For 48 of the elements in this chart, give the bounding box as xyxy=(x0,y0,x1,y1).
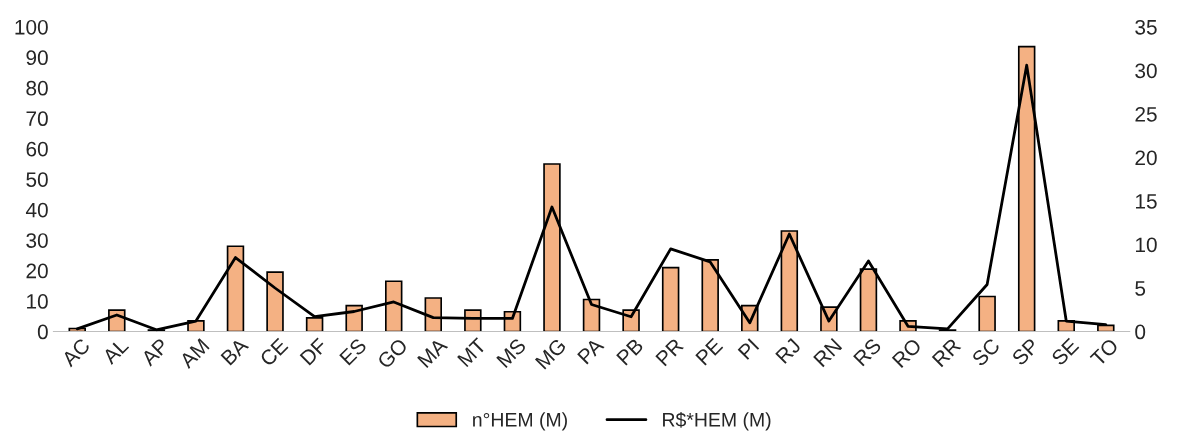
x-tick-label: RS xyxy=(852,337,882,367)
x-tick-label: PI xyxy=(737,338,760,360)
y-tick-label: 80 xyxy=(26,80,48,96)
y-tick-label: 90 xyxy=(26,50,48,66)
x-tick-label: SP xyxy=(1011,337,1040,367)
x-tick-label: PB xyxy=(616,337,644,366)
y-tick-label: 50 xyxy=(26,172,48,187)
y2-tick-label: 15 xyxy=(1136,194,1157,209)
x-tick-label: BA xyxy=(220,336,250,366)
x-tick-label: AP xyxy=(140,337,170,367)
x-tick-label: TO xyxy=(1089,337,1120,368)
x-tick-label: DF xyxy=(299,337,328,366)
y2-tick-label: 10 xyxy=(1136,237,1157,253)
y-tick-label: 40 xyxy=(25,202,48,218)
y2-tick-label: 35 xyxy=(1135,19,1157,35)
x-tick-label: MT xyxy=(457,337,487,368)
x-tick-label: PA xyxy=(577,336,605,365)
y2-tick-label: 25 xyxy=(1135,106,1157,122)
y-tick-label: 60 xyxy=(26,141,48,157)
x-tick-label: MG xyxy=(534,337,567,370)
y-tick-label: 10 xyxy=(27,294,48,309)
x-tick-label: AL xyxy=(101,337,130,366)
x-tick-label: PE xyxy=(695,337,724,366)
y2-tick-label: 30 xyxy=(1135,63,1157,79)
x-tick-label: RR xyxy=(931,337,962,368)
x-tick-label: SE xyxy=(1050,337,1080,367)
x-tick-label: AM xyxy=(178,338,210,370)
x-tick-label: PR xyxy=(655,337,685,367)
x-tick-label: MS xyxy=(496,337,527,369)
x-tick-label: RJ xyxy=(775,338,802,364)
y2-tick-label: 20 xyxy=(1135,150,1157,166)
x-tick-label: AC xyxy=(60,337,91,368)
legend-label: n°HEM (M) xyxy=(473,412,567,431)
y-tick-label: 100 xyxy=(15,19,48,35)
x-tick-label: RO xyxy=(891,337,923,369)
x-tick-label: ES xyxy=(339,337,368,366)
y2-tick-label: 0 xyxy=(1135,324,1146,340)
x-tick-label: RN xyxy=(813,338,843,368)
x-tick-label: CE xyxy=(259,337,289,367)
x-tick-label: MA xyxy=(417,336,449,368)
y2-tick-label: 5 xyxy=(1135,281,1146,296)
y-tick-label: 20 xyxy=(26,263,48,279)
x-tick-label: GO xyxy=(376,337,409,370)
y-tick-label: 0 xyxy=(37,324,48,340)
legend-label: R$*HEM (M) xyxy=(663,412,771,431)
y-tick-label: 30 xyxy=(26,233,48,248)
y-tick-label: 70 xyxy=(26,111,48,127)
x-tick-label: SC xyxy=(971,337,1001,367)
